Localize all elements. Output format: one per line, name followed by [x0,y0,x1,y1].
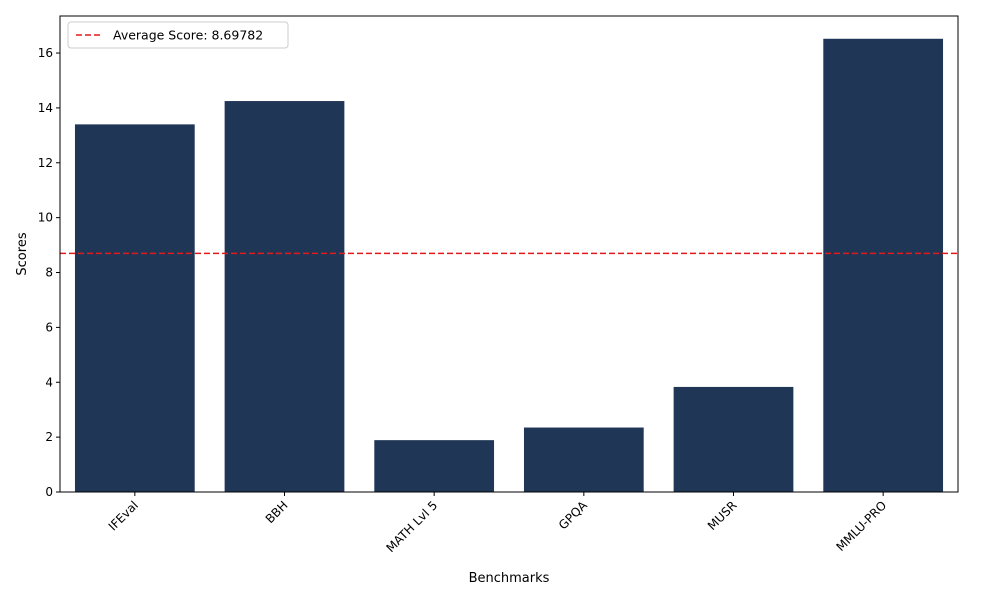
y-tick-label: 6 [45,320,53,334]
x-tick-label: GPQA [556,498,591,533]
bar-math-lvl-5 [374,440,495,492]
bar-gpqa [523,427,644,492]
y-tick-label: 12 [38,156,53,170]
bars-layer [74,38,944,493]
x-tick-label: IFEval [106,498,141,533]
x-tick-label: MMLU-PRO [833,498,889,554]
y-tick-label: 16 [38,46,53,60]
y-tick-label: 0 [45,485,53,499]
x-tick-label: BBH [263,498,291,526]
bar-bbh [224,101,345,493]
y-tick-label: 8 [45,266,53,280]
x-axis-label: Benchmarks [469,571,550,586]
x-axis: IFEval BBH MATH Lvl 5 GPQA MUSR MMLU-PRO [106,492,889,555]
x-tick-label: MUSR [705,498,740,533]
legend: Average Score: 8.69782 [67,21,289,49]
plot-frame [59,15,959,493]
y-tick-label: 10 [38,211,53,225]
legend-entry-average-score: Average Score: 8.69782 [113,28,263,43]
bar-ifeval [74,124,195,493]
y-tick-label: 2 [45,430,53,444]
y-axis-label: Scores [15,232,30,275]
y-axis: 0 2 4 6 8 10 12 14 16 [38,46,60,499]
legend-box [67,21,289,49]
y-tick-label: 14 [38,101,53,115]
bar-musr [673,386,794,492]
y-tick-label: 4 [45,375,53,389]
x-tick-label: MATH Lvl 5 [383,498,440,555]
bar-mmlu-pro [823,38,944,493]
